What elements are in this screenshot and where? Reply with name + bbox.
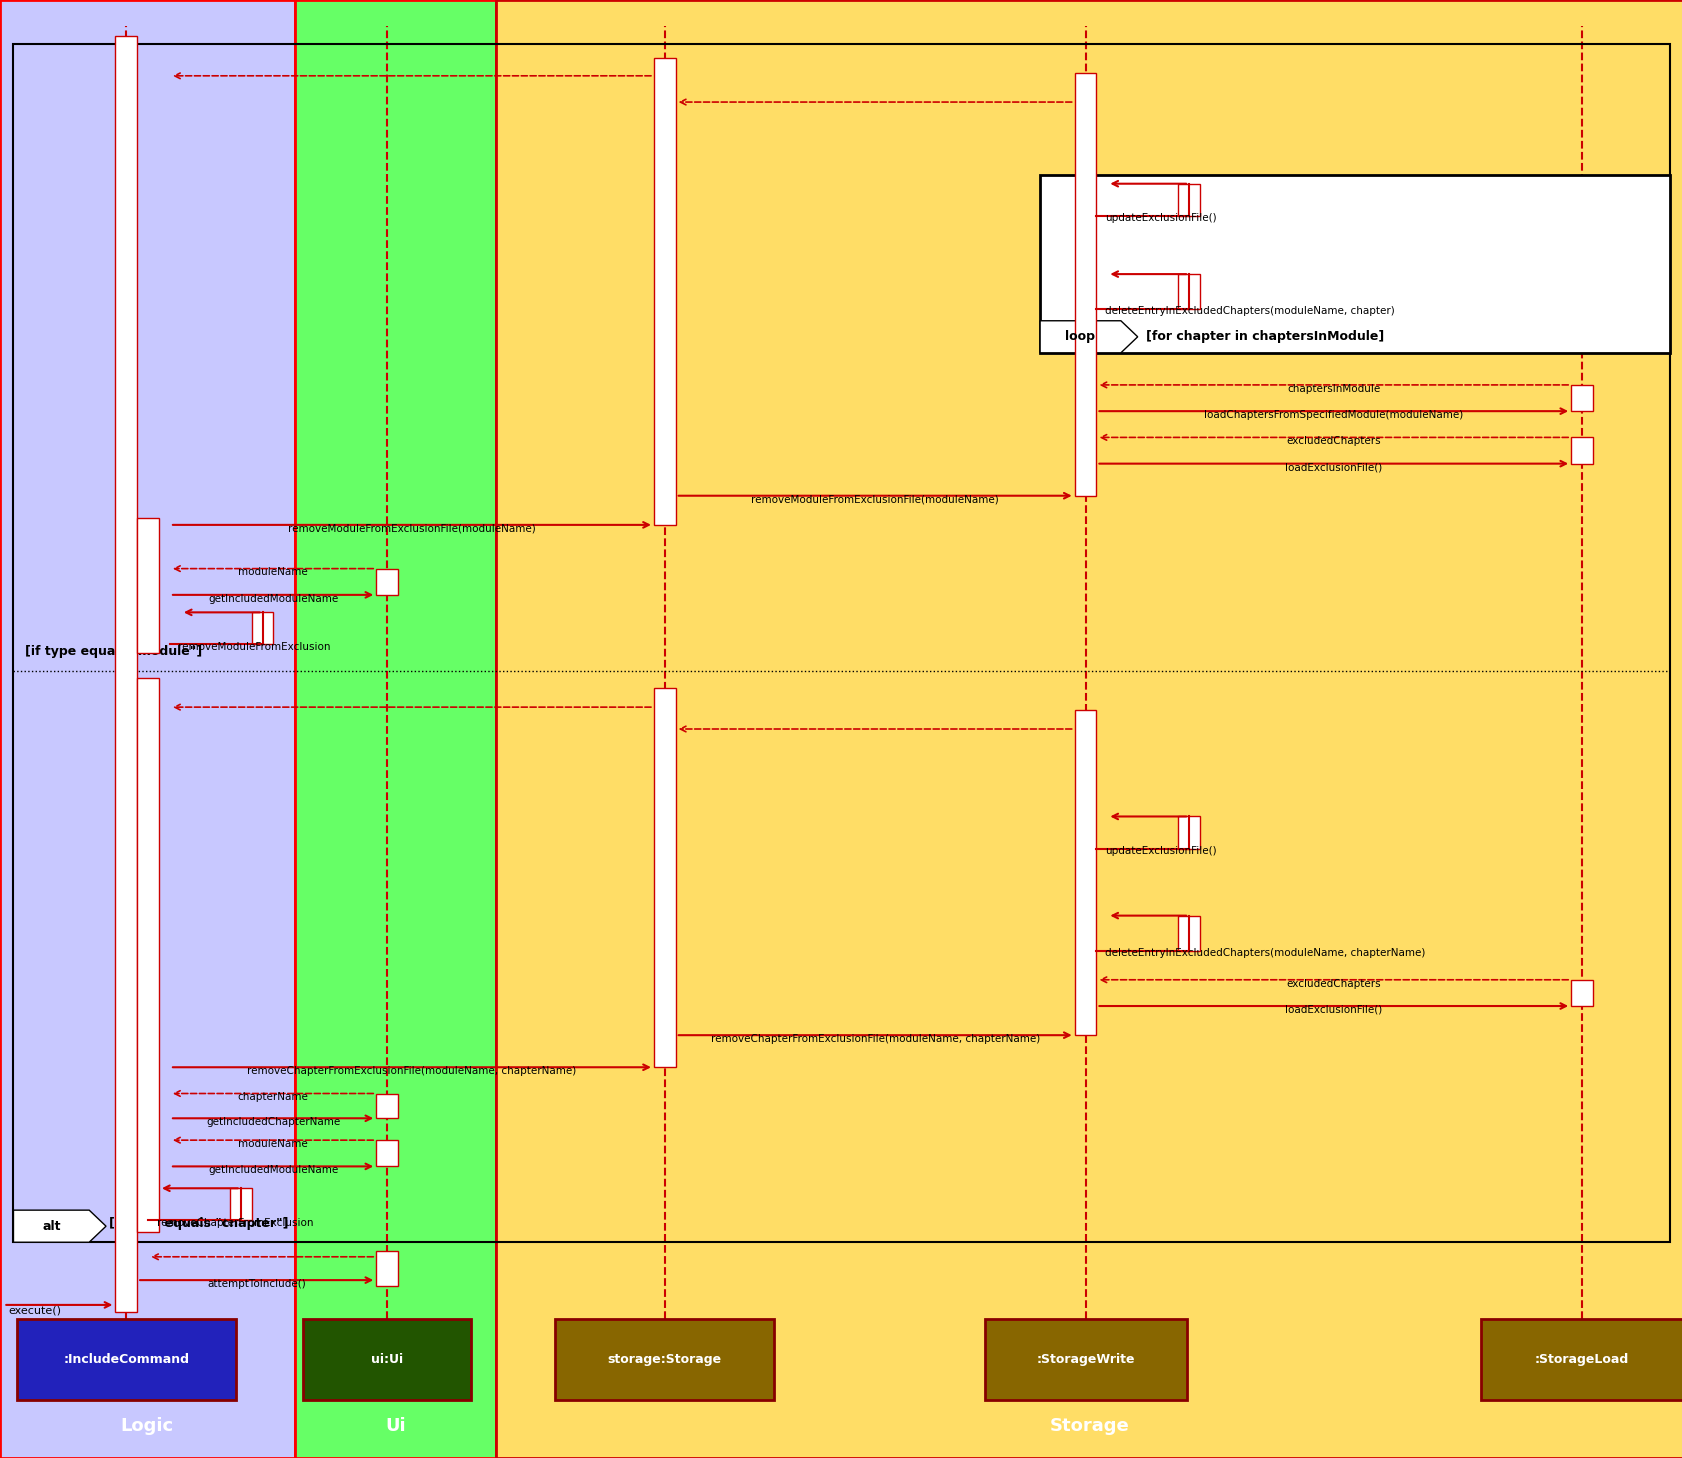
Text: getIncludedChapterName: getIncludedChapterName	[205, 1117, 340, 1127]
Bar	[653, 688, 674, 1067]
Bar	[377, 1251, 399, 1286]
Text: Ui: Ui	[385, 1417, 405, 1435]
Bar	[1571, 385, 1591, 411]
Bar	[0, 0, 294, 1458]
Text: excludedChapters: excludedChapters	[1285, 978, 1381, 989]
Bar	[1177, 816, 1199, 849]
Text: chapterName: chapterName	[237, 1092, 308, 1102]
Text: deleteEntryInExcludedChapters(moduleName, chapterName): deleteEntryInExcludedChapters(moduleName…	[1103, 948, 1425, 958]
Text: :StorageWrite: :StorageWrite	[1036, 1353, 1134, 1366]
Bar	[1571, 437, 1591, 464]
Text: getIncludedModuleName: getIncludedModuleName	[209, 1165, 338, 1175]
Text: execute(): execute()	[8, 1305, 61, 1315]
Polygon shape	[1039, 321, 1137, 353]
Bar	[377, 569, 399, 595]
Bar	[1073, 73, 1097, 496]
Text: removeChapterFromExclusionFile(moduleName, chapterName): removeChapterFromExclusionFile(moduleNam…	[710, 1034, 1039, 1044]
Polygon shape	[13, 1210, 106, 1242]
Text: alt: alt	[42, 1220, 61, 1232]
Bar	[252, 612, 272, 644]
Text: chaptersInModule: chaptersInModule	[1287, 383, 1379, 394]
Text: storage:Storage: storage:Storage	[607, 1353, 722, 1366]
Text: moduleName: moduleName	[239, 567, 308, 577]
Bar	[13, 44, 1669, 1242]
Text: [if type equals "module"]: [if type equals "module"]	[25, 646, 202, 658]
Text: removeChapterFromExclusionFile(moduleName, chapterName): removeChapterFromExclusionFile(moduleNam…	[247, 1066, 577, 1076]
Text: ui:Ui: ui:Ui	[370, 1353, 404, 1366]
Text: :StorageLoad: :StorageLoad	[1534, 1353, 1628, 1366]
Bar	[17, 1319, 235, 1400]
Text: excludedChapters: excludedChapters	[1285, 436, 1381, 446]
Bar	[229, 1188, 252, 1220]
Bar	[138, 678, 158, 1232]
Text: removeModuleFromExclusionFile(moduleName): removeModuleFromExclusionFile(moduleName…	[288, 523, 535, 534]
Text: [if type equals "chapter"]: [if type equals "chapter"]	[109, 1217, 289, 1229]
Bar	[555, 1319, 774, 1400]
Bar	[377, 1094, 399, 1118]
Bar	[1073, 710, 1097, 1035]
Bar	[377, 1140, 399, 1166]
Text: loop: loop	[1065, 331, 1095, 343]
Bar	[496, 0, 1682, 1458]
Text: Logic: Logic	[121, 1417, 173, 1435]
Text: deleteEntryInExcludedChapters(moduleName, chapter): deleteEntryInExcludedChapters(moduleName…	[1103, 306, 1394, 316]
Text: removeModuleFromExclusion: removeModuleFromExclusion	[178, 642, 331, 652]
Bar	[1177, 916, 1199, 951]
Text: attemptToInclude(): attemptToInclude()	[207, 1279, 306, 1289]
Text: removeModuleFromExclusionFile(moduleName): removeModuleFromExclusionFile(moduleName…	[750, 494, 999, 504]
Bar	[1571, 980, 1591, 1006]
Text: removeChapterFromExclusion: removeChapterFromExclusion	[156, 1217, 313, 1228]
Bar	[1177, 274, 1199, 309]
Text: moduleName: moduleName	[239, 1139, 308, 1149]
Text: :IncludeCommand: :IncludeCommand	[64, 1353, 188, 1366]
Bar	[1177, 184, 1199, 216]
Text: updateExclusionFile(): updateExclusionFile()	[1103, 846, 1216, 856]
Text: updateExclusionFile(): updateExclusionFile()	[1103, 213, 1216, 223]
Bar	[294, 0, 496, 1458]
Bar	[653, 58, 674, 525]
Bar	[984, 1319, 1186, 1400]
Text: [for chapter in chaptersInModule]: [for chapter in chaptersInModule]	[1145, 331, 1384, 343]
Text: getIncludedModuleName: getIncludedModuleName	[209, 593, 338, 604]
Bar	[1039, 175, 1669, 353]
Text: loadExclusionFile(): loadExclusionFile()	[1285, 1005, 1381, 1015]
Text: loadExclusionFile(): loadExclusionFile()	[1285, 462, 1381, 472]
Bar	[114, 36, 138, 1312]
Text: loadChaptersFromSpecifiedModule(moduleName): loadChaptersFromSpecifiedModule(moduleNa…	[1203, 410, 1463, 420]
Text: Storage: Storage	[1050, 1417, 1129, 1435]
Bar	[1480, 1319, 1682, 1400]
Bar	[303, 1319, 471, 1400]
Bar	[138, 518, 158, 653]
